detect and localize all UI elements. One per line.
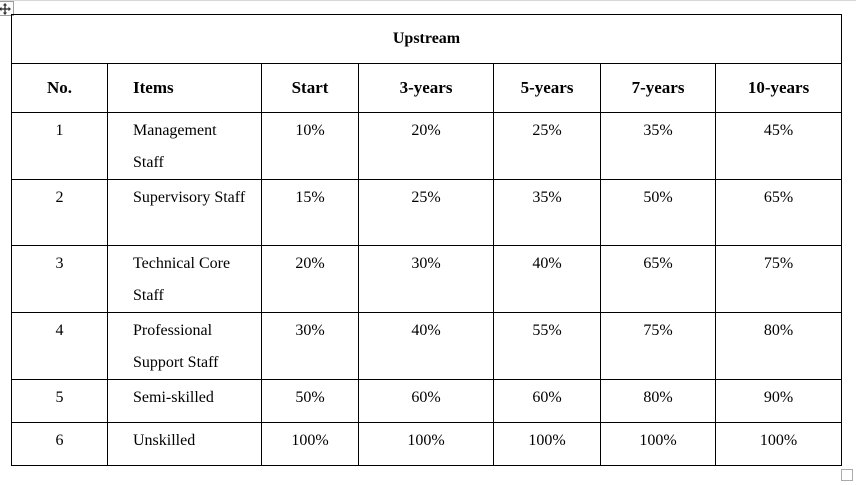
- table-resize-handle[interactable]: [841, 469, 853, 481]
- cell-no[interactable]: 3: [11, 245, 108, 313]
- header-no[interactable]: No.: [11, 63, 108, 113]
- cell-no[interactable]: 1: [11, 112, 108, 180]
- cell-no[interactable]: 2: [11, 179, 108, 246]
- cell-7-years[interactable]: 35%: [600, 112, 716, 180]
- upstream-table: Upstream No. Items Start 3-years 5-years…: [11, 14, 842, 466]
- header-10-years[interactable]: 10-years: [715, 63, 842, 113]
- table-title-row: Upstream: [11, 14, 842, 64]
- table-row: 2 Supervisory Staff 15% 25% 35% 50% 65%: [11, 179, 842, 246]
- table-row: 1 Management Staff 10% 20% 25% 35% 45%: [11, 112, 842, 180]
- cell-start[interactable]: 50%: [261, 379, 359, 423]
- cell-item[interactable]: Professional Support Staff: [107, 312, 262, 380]
- table-row: 3 Technical Core Staff 20% 30% 40% 65% 7…: [11, 245, 842, 313]
- header-7-years[interactable]: 7-years: [600, 63, 716, 113]
- cell-7-years[interactable]: 50%: [600, 179, 716, 246]
- cell-3-years[interactable]: 25%: [358, 179, 494, 246]
- cell-10-years[interactable]: 80%: [715, 312, 842, 380]
- table-row: 6 Unskilled 100% 100% 100% 100% 100%: [11, 422, 842, 466]
- cell-no[interactable]: 6: [11, 422, 108, 466]
- cell-7-years[interactable]: 75%: [600, 312, 716, 380]
- cell-item[interactable]: Technical Core Staff: [107, 245, 262, 313]
- cell-10-years[interactable]: 100%: [715, 422, 842, 466]
- cell-5-years[interactable]: 100%: [493, 422, 601, 466]
- cell-3-years[interactable]: 30%: [358, 245, 494, 313]
- cell-10-years[interactable]: 90%: [715, 379, 842, 423]
- cell-item[interactable]: Unskilled: [107, 422, 262, 466]
- header-items[interactable]: Items: [107, 63, 262, 113]
- header-5-years[interactable]: 5-years: [493, 63, 601, 113]
- cell-10-years[interactable]: 65%: [715, 179, 842, 246]
- cell-item[interactable]: Management Staff: [107, 112, 262, 180]
- table-row: 5 Semi-skilled 50% 60% 60% 80% 90%: [11, 379, 842, 423]
- cell-7-years[interactable]: 80%: [600, 379, 716, 423]
- header-start[interactable]: Start: [261, 63, 359, 113]
- cell-5-years[interactable]: 60%: [493, 379, 601, 423]
- cell-7-years[interactable]: 65%: [600, 245, 716, 313]
- cell-item[interactable]: Semi-skilled: [107, 379, 262, 423]
- cell-5-years[interactable]: 40%: [493, 245, 601, 313]
- cell-3-years[interactable]: 60%: [358, 379, 494, 423]
- page-top-divider: [0, 0, 856, 1]
- cell-5-years[interactable]: 25%: [493, 112, 601, 180]
- header-3-years[interactable]: 3-years: [358, 63, 494, 113]
- cell-10-years[interactable]: 45%: [715, 112, 842, 180]
- move-table-icon: [0, 2, 11, 15]
- cell-5-years[interactable]: 55%: [493, 312, 601, 380]
- cell-start[interactable]: 100%: [261, 422, 359, 466]
- cell-no[interactable]: 5: [11, 379, 108, 423]
- cell-start[interactable]: 10%: [261, 112, 359, 180]
- table-title[interactable]: Upstream: [11, 14, 842, 64]
- cell-3-years[interactable]: 100%: [358, 422, 494, 466]
- table-row: 4 Professional Support Staff 30% 40% 55%…: [11, 312, 842, 380]
- cell-3-years[interactable]: 40%: [358, 312, 494, 380]
- table-header-row: No. Items Start 3-years 5-years 7-years …: [11, 63, 842, 113]
- cell-item[interactable]: Supervisory Staff: [107, 179, 262, 246]
- cell-10-years[interactable]: 75%: [715, 245, 842, 313]
- cell-start[interactable]: 15%: [261, 179, 359, 246]
- cell-start[interactable]: 30%: [261, 312, 359, 380]
- cell-7-years[interactable]: 100%: [600, 422, 716, 466]
- cell-start[interactable]: 20%: [261, 245, 359, 313]
- cell-no[interactable]: 4: [11, 312, 108, 380]
- cell-5-years[interactable]: 35%: [493, 179, 601, 246]
- table-move-handle[interactable]: [0, 1, 14, 16]
- cell-3-years[interactable]: 20%: [358, 112, 494, 180]
